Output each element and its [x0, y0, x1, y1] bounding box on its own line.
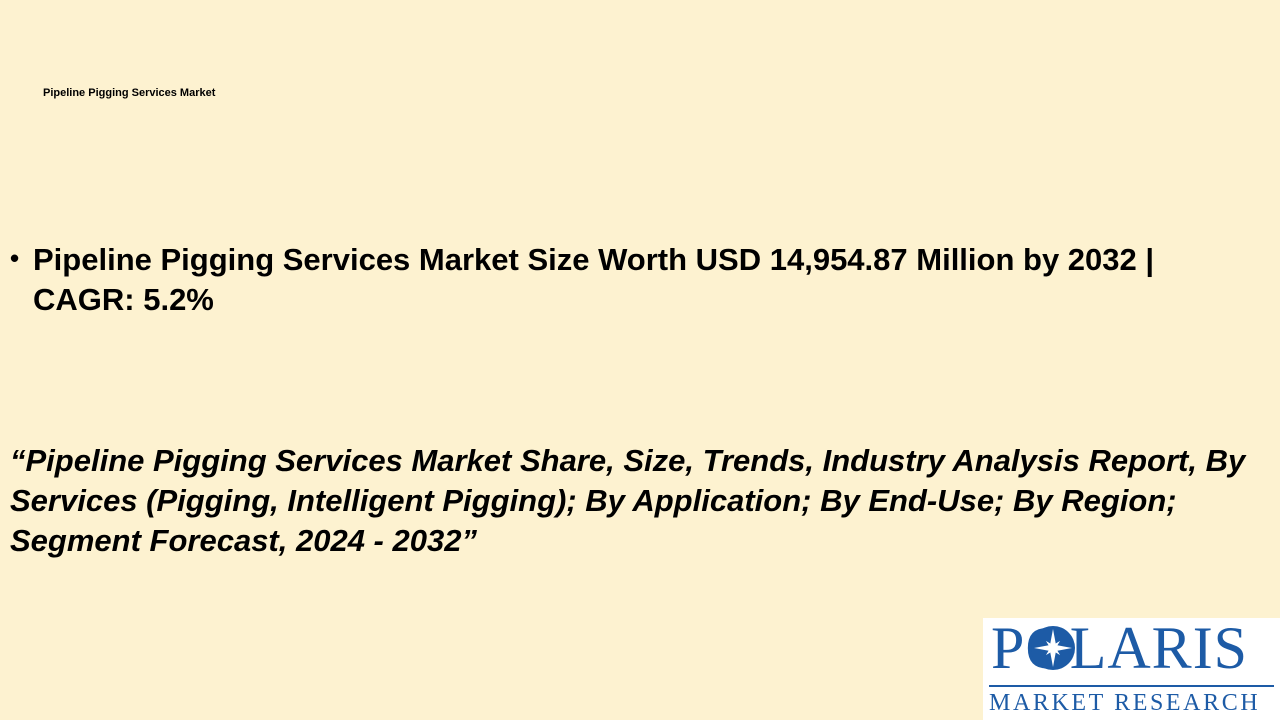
logo-tagline: MARKET RESEARCH	[989, 690, 1261, 716]
logo-rule	[989, 685, 1274, 687]
bullet-list: Pipeline Pigging Services Market Size Wo…	[10, 238, 1230, 320]
slide-title: Pipeline Pigging Services Market	[43, 87, 216, 99]
report-title: “Pipeline Pigging Services Market Share,…	[10, 443, 1246, 558]
bullet: Pipeline Pigging Services Market Size Wo…	[10, 238, 1230, 320]
logo: POLARIS MARKET RESEARCH	[983, 618, 1280, 720]
logo-icon	[1031, 626, 1075, 670]
